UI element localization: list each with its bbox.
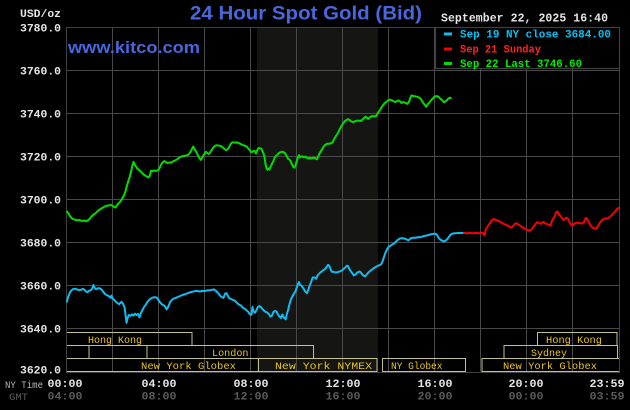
svg-text:Sep 19 NY close 3684.00: Sep 19 NY close 3684.00	[460, 30, 611, 42]
svg-text:23:59: 23:59	[590, 379, 625, 391]
svg-text:New York NYMEX: New York NYMEX	[275, 361, 372, 373]
svg-text:12:00: 12:00	[326, 379, 361, 391]
svg-text:00:00: 00:00	[48, 379, 83, 391]
svg-text:NY Globex: NY Globex	[391, 361, 443, 373]
svg-text:08:00: 08:00	[234, 379, 269, 391]
svg-text:3620.0: 3620.0	[20, 366, 61, 378]
svg-text:Sep 22 Last 3746.60: Sep 22 Last 3746.60	[460, 59, 582, 71]
svg-text:00:00: 00:00	[509, 392, 544, 404]
svg-text:24 Hour Spot Gold (Bid): 24 Hour Spot Gold (Bid)	[190, 4, 422, 25]
svg-text:3760.0: 3760.0	[20, 67, 61, 79]
svg-text:08:00: 08:00	[142, 392, 177, 404]
svg-text:Hong Kong: Hong Kong	[546, 335, 602, 347]
svg-text:3700.0: 3700.0	[20, 196, 61, 208]
svg-text:Hong Kong: Hong Kong	[88, 335, 142, 347]
svg-text:GMT: GMT	[9, 392, 28, 404]
svg-text:New York Globex: New York Globex	[141, 361, 236, 373]
svg-text:New York Globex: New York Globex	[503, 361, 597, 373]
svg-text:September 22, 2025 16:40: September 22, 2025 16:40	[441, 13, 608, 26]
svg-text:USD/oz: USD/oz	[20, 9, 61, 21]
svg-text:3720.0: 3720.0	[20, 153, 61, 165]
svg-text:16:00: 16:00	[418, 379, 453, 391]
svg-text:12:00: 12:00	[234, 392, 269, 404]
svg-text:3780.0: 3780.0	[20, 24, 61, 36]
svg-text:04:00: 04:00	[48, 392, 83, 404]
svg-text:16:00: 16:00	[326, 392, 361, 404]
svg-text:3640.0: 3640.0	[20, 325, 61, 337]
svg-text:3660.0: 3660.0	[20, 282, 61, 294]
svg-text:NY Time: NY Time	[5, 380, 43, 392]
svg-text:London: London	[212, 348, 249, 360]
svg-text:03:59: 03:59	[590, 392, 625, 404]
svg-text:20:00: 20:00	[509, 379, 544, 391]
svg-text:3740.0: 3740.0	[20, 110, 61, 122]
svg-text:20:00: 20:00	[418, 392, 453, 404]
svg-text:Sydney: Sydney	[531, 348, 567, 360]
svg-text:04:00: 04:00	[142, 379, 177, 391]
svg-text:3680.0: 3680.0	[20, 239, 61, 251]
svg-text:Sep 21 Sunday: Sep 21 Sunday	[460, 45, 541, 57]
svg-text:www.kitco.com: www.kitco.com	[67, 39, 200, 57]
